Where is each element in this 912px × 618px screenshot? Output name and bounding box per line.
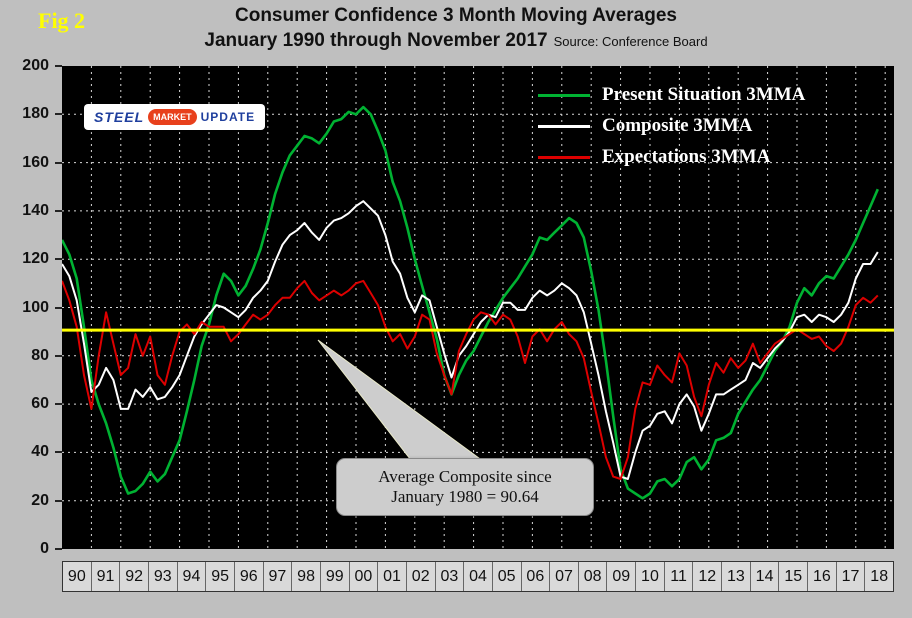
logo-steel-text: STEEL	[94, 109, 145, 125]
x-axis-label: 04	[464, 562, 493, 591]
y-axis-tick	[55, 403, 62, 406]
x-axis-label: 01	[378, 562, 407, 591]
y-axis-label: 180	[22, 105, 49, 123]
legend-swatch	[538, 124, 590, 128]
x-axis-label: 90	[63, 562, 92, 591]
steel-market-update-logo: STEEL MARKET UPDATE	[84, 104, 266, 130]
chart-subtitle: January 1990 through November 2017 Source…	[0, 30, 912, 52]
x-axis-label: 92	[120, 562, 149, 591]
y-axis-tick	[55, 209, 62, 212]
y-axis-tick	[55, 113, 62, 116]
x-axis-label: 08	[579, 562, 608, 591]
x-axis-label: 99	[321, 562, 350, 591]
legend-label: Composite 3MMA	[602, 115, 753, 136]
x-axis-label: 97	[264, 562, 293, 591]
legend-swatch	[538, 155, 590, 159]
x-axis-label: 03	[436, 562, 465, 591]
x-axis-label: 11	[665, 562, 694, 591]
legend: Present Situation 3MMA Composite 3MMA Expe…	[538, 84, 805, 177]
x-axis-label: 93	[149, 562, 178, 591]
x-axis: 90 91 92 93 94 95 96 97 98 99 00 01 02 03 04 05 06 07 08 09…	[62, 561, 894, 592]
x-axis-label: 94	[178, 562, 207, 591]
annotation-line2: January 1980 = 90.64	[391, 487, 539, 506]
x-axis-label: 91	[92, 562, 121, 591]
x-axis-label: 14	[751, 562, 780, 591]
chart-title-block: Consumer Confidence 3 Month Moving Avera…	[0, 5, 912, 52]
x-axis-label: 07	[550, 562, 579, 591]
y-axis-label: 160	[22, 153, 49, 171]
y-axis-label: 140	[22, 201, 49, 219]
legend-item-present-situation-3mma: Present Situation 3MMA	[538, 84, 805, 106]
legend-item-expectations-3mma: Expectations 3MMA	[538, 146, 805, 168]
y-axis-label: 100	[22, 298, 49, 316]
legend-label: Expectations 3MMA	[602, 146, 771, 167]
y-axis-tick	[55, 161, 62, 164]
series-line-present-situation-3mma	[60, 105, 879, 500]
logo-market-badge: MARKET	[148, 109, 197, 125]
chart-title: Consumer Confidence 3 Month Moving Avera…	[235, 5, 677, 26]
series-line-composite-3mma	[61, 200, 879, 480]
x-axis-label: 17	[837, 562, 866, 591]
x-axis-label: 00	[350, 562, 379, 591]
y-axis-label: 60	[31, 395, 49, 413]
chart-source: Source: Conference Board	[553, 34, 708, 49]
series-line-expectations-3mma	[61, 279, 879, 480]
x-axis-label: 16	[808, 562, 837, 591]
x-axis-label: 12	[693, 562, 723, 591]
y-axis-tick	[55, 354, 62, 357]
logo-update-text: UPDATE	[200, 110, 256, 124]
legend-label: Present Situation 3MMA	[602, 84, 806, 105]
y-axis-label: 40	[31, 443, 49, 461]
x-axis-label: 96	[235, 562, 264, 591]
figure-label: Fig 2	[38, 8, 86, 33]
legend-item-composite-3mma: Composite 3MMA	[538, 115, 805, 137]
x-axis-label: 02	[407, 562, 436, 591]
legend-swatch	[538, 93, 590, 97]
y-axis-label: 0	[40, 540, 49, 557]
x-axis-label: 05	[493, 562, 522, 591]
x-axis-label: 06	[522, 562, 551, 591]
x-axis-label: 18	[870, 567, 889, 585]
plot-svg	[60, 66, 894, 549]
x-axis-label: 13	[722, 562, 751, 591]
y-axis-tick	[55, 548, 62, 550]
y-axis-label: 20	[31, 491, 49, 509]
y-axis-label: 80	[31, 346, 49, 364]
x-axis-label: 10	[636, 562, 665, 591]
y-axis-tick	[55, 499, 62, 502]
y-axis: 0 20 40 60 80 100 120 140 160 180 200	[0, 57, 62, 557]
plot-area: STEEL MARKET UPDATE Present Situation 3M…	[60, 66, 894, 549]
x-axis-label: 95	[206, 562, 235, 591]
annotation-callout: Average Composite since January 1980 = 9…	[336, 458, 594, 516]
y-axis-label: 200	[22, 57, 49, 74]
y-axis-label: 120	[22, 250, 49, 268]
y-axis-tick	[55, 65, 62, 67]
x-axis-label: 98	[292, 562, 321, 591]
y-axis-tick	[55, 258, 62, 261]
chart-subtitle-text: January 1990 through November 2017	[204, 30, 548, 51]
annotation-pointer	[317, 339, 489, 465]
y-axis-tick	[55, 306, 62, 309]
y-axis-tick	[55, 451, 62, 454]
annotation-line1: Average Composite since	[378, 467, 552, 486]
x-axis-label: 09	[607, 562, 637, 591]
x-axis-label: 15	[779, 562, 809, 591]
